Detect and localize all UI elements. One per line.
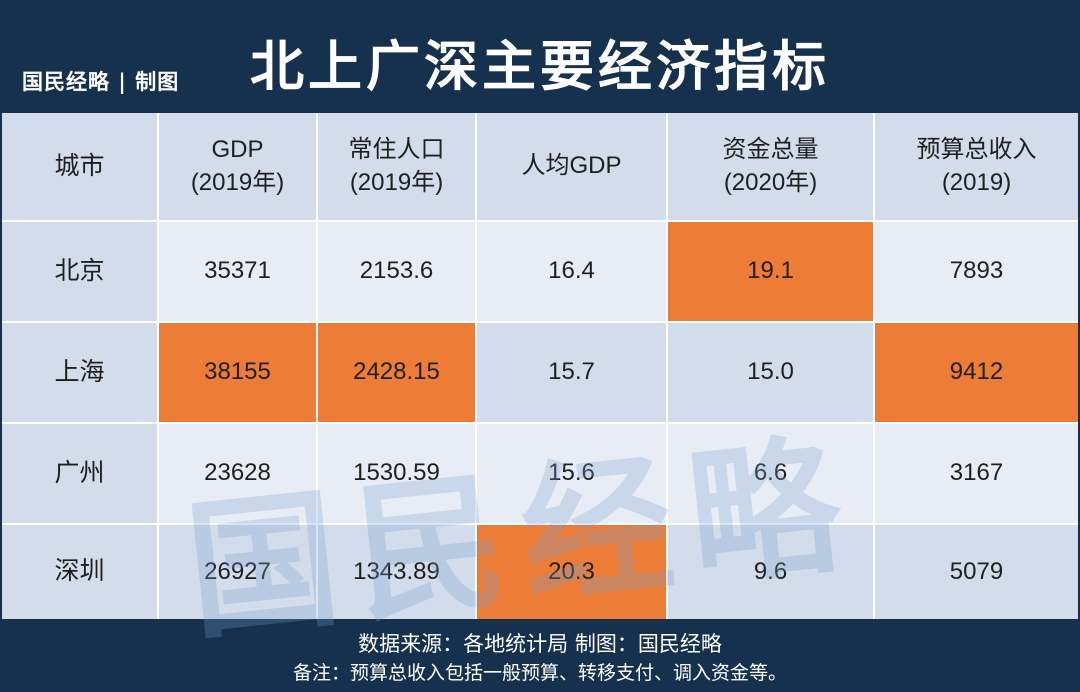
indicator-table: 城市 GDP (2019年) 常住人口 (2019年) 人均GDP 资金总量 (… bbox=[2, 113, 1078, 661]
table-cell: 9412 bbox=[875, 323, 1078, 422]
table-cell: 2428.15 bbox=[318, 323, 475, 422]
table-cell: 16.4 bbox=[477, 222, 666, 321]
table-cell: 7893 bbox=[875, 222, 1078, 321]
row-header-city: 深圳 bbox=[2, 525, 157, 619]
table-cell: 1343.89 bbox=[318, 525, 475, 619]
table-cell: 15.7 bbox=[477, 323, 666, 422]
table-cell: 26927 bbox=[159, 525, 316, 619]
table-cell: 3167 bbox=[875, 424, 1078, 523]
header: 国民经略 | 制图 北上广深主要经济指标 bbox=[0, 0, 1080, 112]
table-cell: 2153.6 bbox=[318, 222, 475, 321]
table-cell: 23628 bbox=[159, 424, 316, 523]
row-header-city: 上海 bbox=[2, 323, 157, 422]
column-header-population: 常住人口 (2019年) bbox=[318, 113, 475, 220]
column-header-city: 城市 bbox=[2, 113, 157, 220]
table-cell: 15.0 bbox=[668, 323, 873, 422]
brand-label: 国民经略 | 制图 bbox=[22, 69, 180, 94]
table-cell: 38155 bbox=[159, 323, 316, 422]
remark-note: 备注：预算总收入包括一般预算、转移支付、调入资金等。 bbox=[292, 662, 787, 684]
table-cell: 1530.59 bbox=[318, 424, 475, 523]
table-cell: 35371 bbox=[159, 222, 316, 321]
column-header-budget-revenue: 预算总收入 (2019) bbox=[875, 113, 1078, 220]
footer: 数据来源：各地统计局 制图：国民经略 备注：预算总收入包括一般预算、转移支付、调… bbox=[0, 622, 1080, 692]
column-header-fund-total: 资金总量 (2020年) bbox=[668, 113, 873, 220]
column-header-gdp-per-capita: 人均GDP bbox=[477, 113, 666, 220]
table-cell: 19.1 bbox=[668, 222, 873, 321]
row-header-city: 广州 bbox=[2, 424, 157, 523]
source-note: 数据来源：各地统计局 制图：国民经略 bbox=[358, 632, 722, 656]
table-cell: 9.6 bbox=[668, 525, 873, 619]
table-cell: 5079 bbox=[875, 525, 1078, 619]
column-header-gdp: GDP (2019年) bbox=[159, 113, 316, 220]
table-cell: 20.3 bbox=[477, 525, 666, 619]
table-cell: 6.6 bbox=[668, 424, 873, 523]
page-title: 北上广深主要经济指标 bbox=[250, 35, 830, 98]
row-header-city: 北京 bbox=[2, 222, 157, 321]
table-grid: 城市 GDP (2019年) 常住人口 (2019年) 人均GDP 资金总量 (… bbox=[2, 113, 1078, 619]
table-cell: 15.6 bbox=[477, 424, 666, 523]
